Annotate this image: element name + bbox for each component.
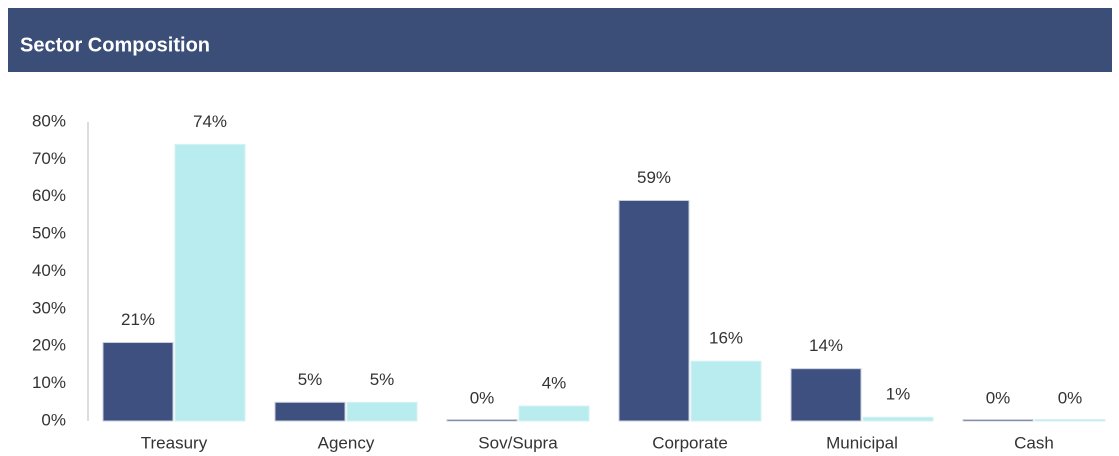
value-label: 1% <box>886 385 911 404</box>
y-tick-label: 20% <box>32 336 66 355</box>
y-tick-label: 70% <box>32 149 66 168</box>
value-label: 0% <box>470 388 495 407</box>
x-tick-label: Sov/Supra <box>478 433 558 452</box>
bar <box>618 199 690 422</box>
value-label: 0% <box>1058 388 1083 407</box>
bar <box>346 401 418 422</box>
bar <box>962 419 1034 422</box>
y-tick-label: 40% <box>32 261 66 280</box>
x-tick-label: Treasury <box>141 433 208 452</box>
value-label: 5% <box>298 370 323 389</box>
y-tick-label: 80% <box>32 111 66 130</box>
y-tick-label: 10% <box>32 373 66 392</box>
bar <box>446 419 518 422</box>
bar <box>274 401 346 422</box>
value-label: 0% <box>986 388 1011 407</box>
bar <box>1034 419 1106 422</box>
bar <box>690 360 762 422</box>
chart-title: Sector Composition <box>20 34 210 56</box>
bar <box>174 143 246 422</box>
x-tick-label: Corporate <box>652 433 728 452</box>
bar <box>102 342 174 422</box>
value-label: 14% <box>809 336 843 355</box>
y-tick-label: 50% <box>32 224 66 243</box>
bar <box>790 368 862 422</box>
bar <box>518 405 590 422</box>
x-tick-label: Municipal <box>826 433 898 452</box>
y-tick-label: 30% <box>32 298 66 317</box>
value-label: 21% <box>121 310 155 329</box>
bar <box>862 416 934 422</box>
value-label: 74% <box>193 112 227 131</box>
header-bar <box>8 8 1112 72</box>
value-label: 16% <box>709 329 743 348</box>
x-tick-label: Agency <box>318 433 375 452</box>
y-tick-label: 0% <box>41 410 66 429</box>
value-label: 59% <box>637 168 671 187</box>
x-tick-label: Cash <box>1014 433 1054 452</box>
value-label: 4% <box>542 374 567 393</box>
value-label: 5% <box>370 370 395 389</box>
y-tick-label: 60% <box>32 186 66 205</box>
